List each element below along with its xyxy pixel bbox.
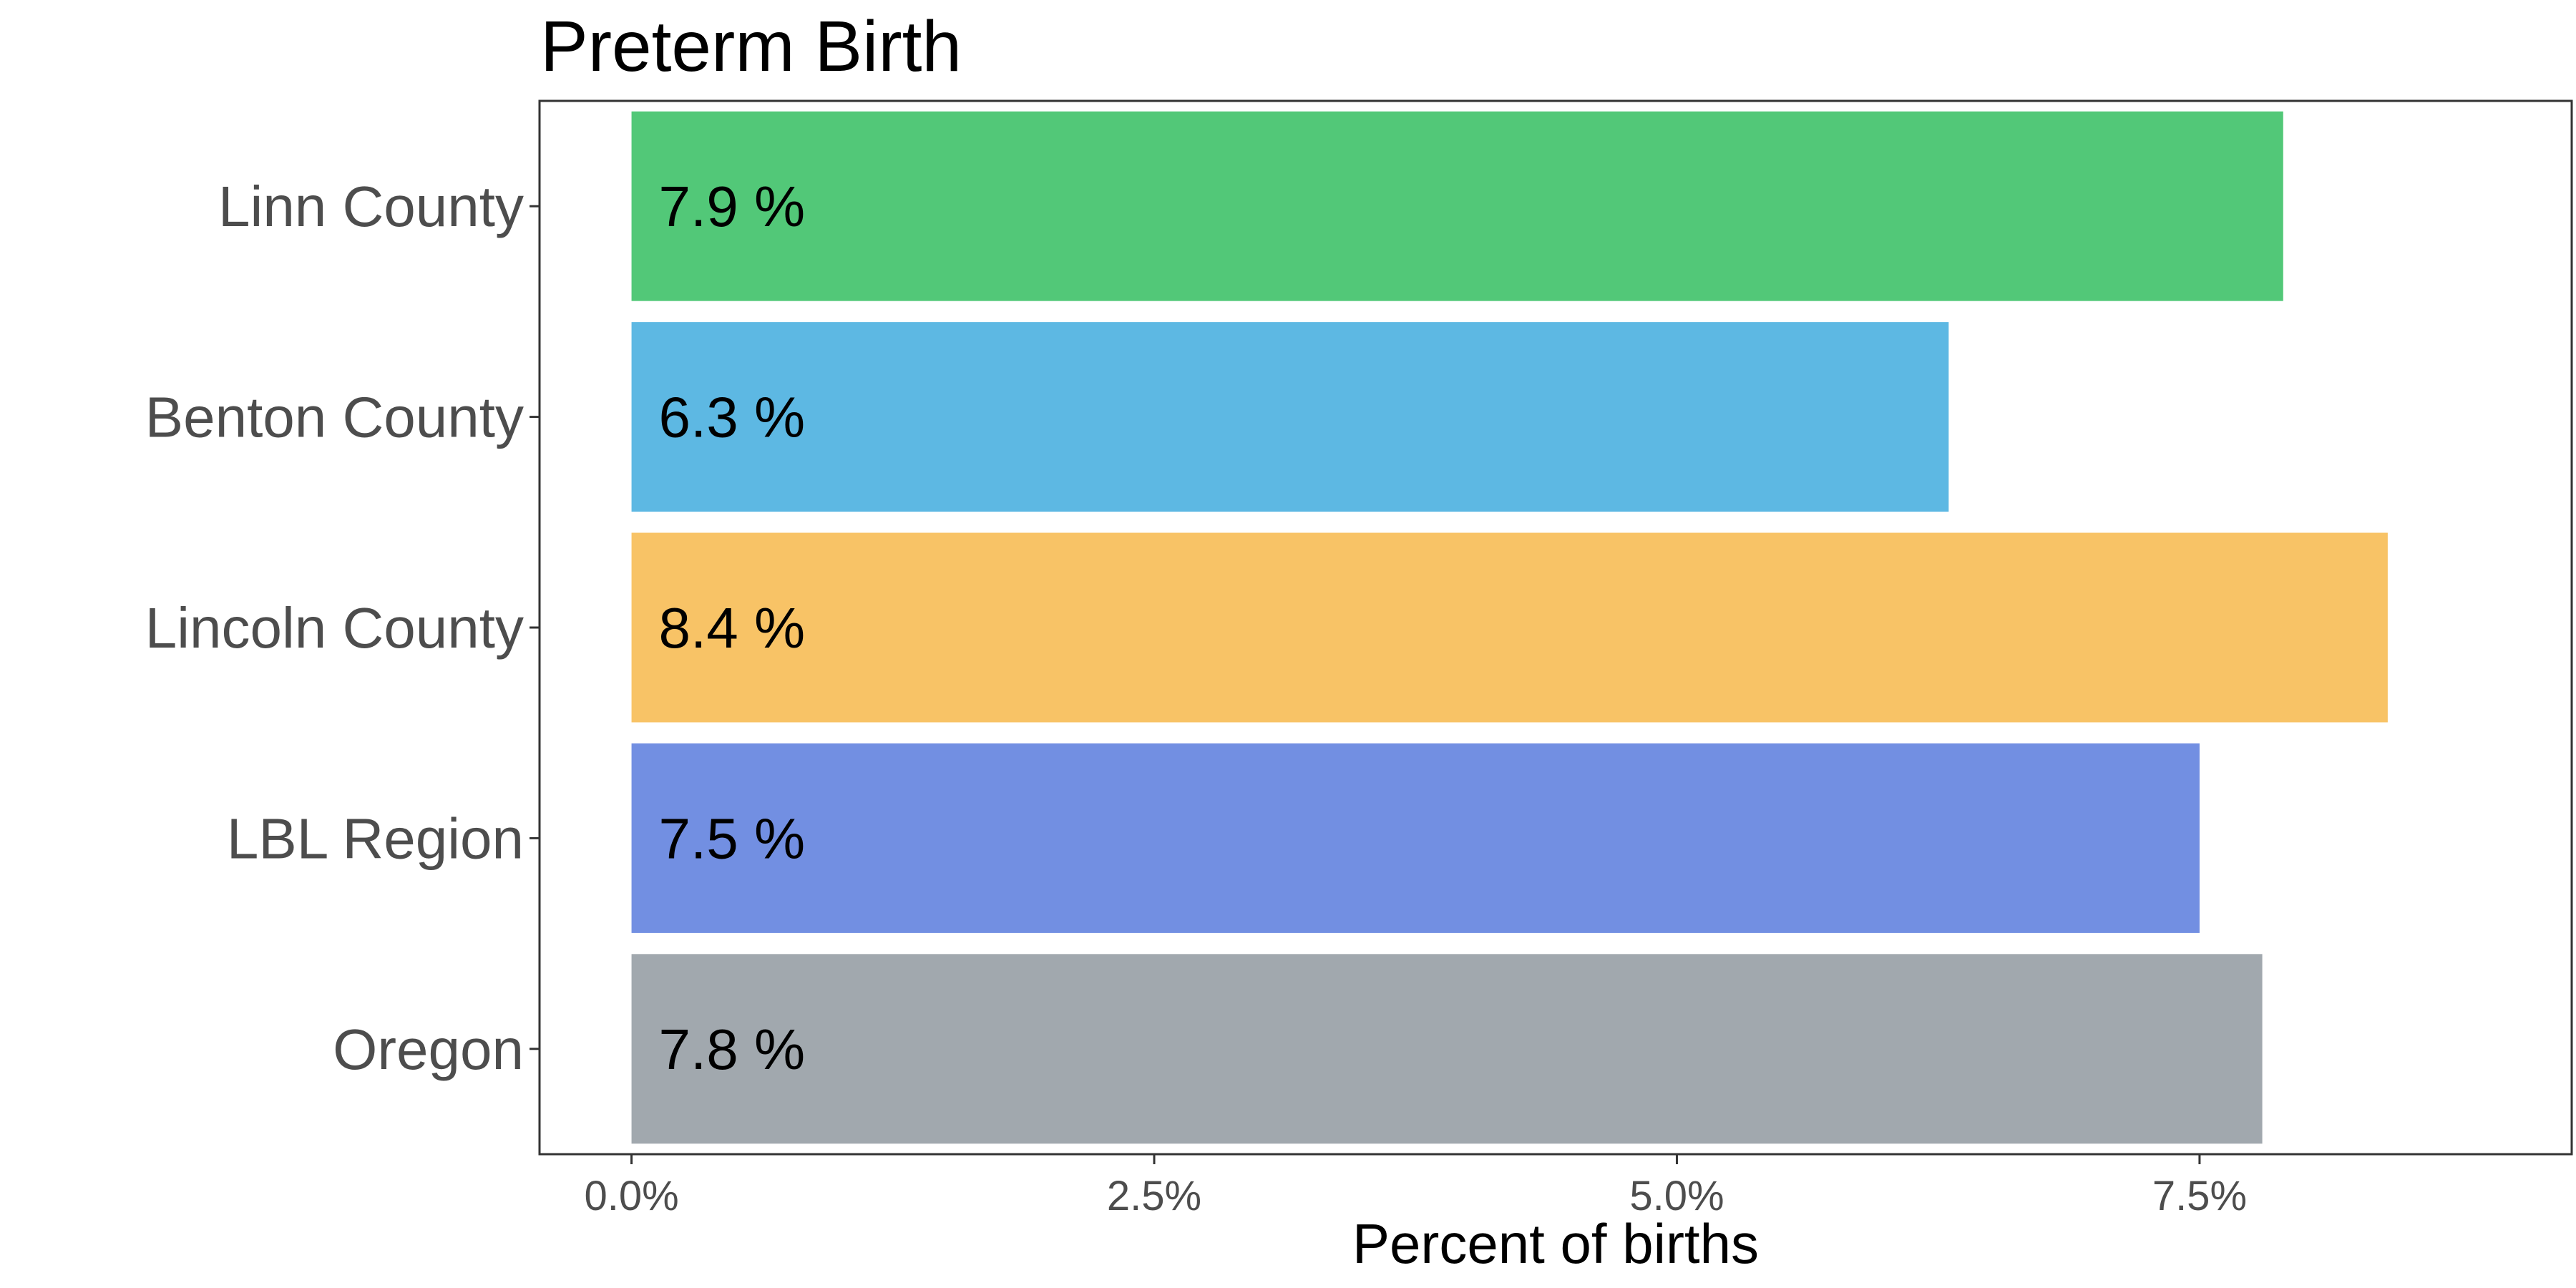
bar-3 — [631, 743, 2200, 933]
category-label-0: Linn County — [218, 175, 524, 238]
x-tick-label-3: 7.5% — [2152, 1173, 2247, 1219]
chart-title: Preterm Birth — [540, 6, 962, 87]
data-label-1: 6.3 % — [659, 386, 806, 449]
x-tick-label-1: 2.5% — [1107, 1173, 1201, 1219]
x-tick-label-2: 5.0% — [1629, 1173, 1724, 1219]
x-axis-title: Percent of births — [1352, 1212, 1759, 1275]
category-label-4: Oregon — [333, 1018, 524, 1081]
bar-4 — [631, 954, 2263, 1144]
x-tick-label-0: 0.0% — [584, 1173, 678, 1219]
category-label-1: Benton County — [145, 386, 524, 449]
bar-0 — [631, 111, 2283, 301]
data-label-4: 7.8 % — [659, 1018, 806, 1081]
category-label-3: LBL Region — [227, 806, 524, 870]
category-label-2: Lincoln County — [145, 596, 524, 660]
bar-2 — [631, 532, 2388, 723]
data-label-2: 8.4 % — [659, 596, 806, 660]
data-label-3: 7.5 % — [659, 806, 806, 870]
bar-1 — [631, 322, 1949, 512]
data-label-0: 7.9 % — [659, 175, 806, 238]
